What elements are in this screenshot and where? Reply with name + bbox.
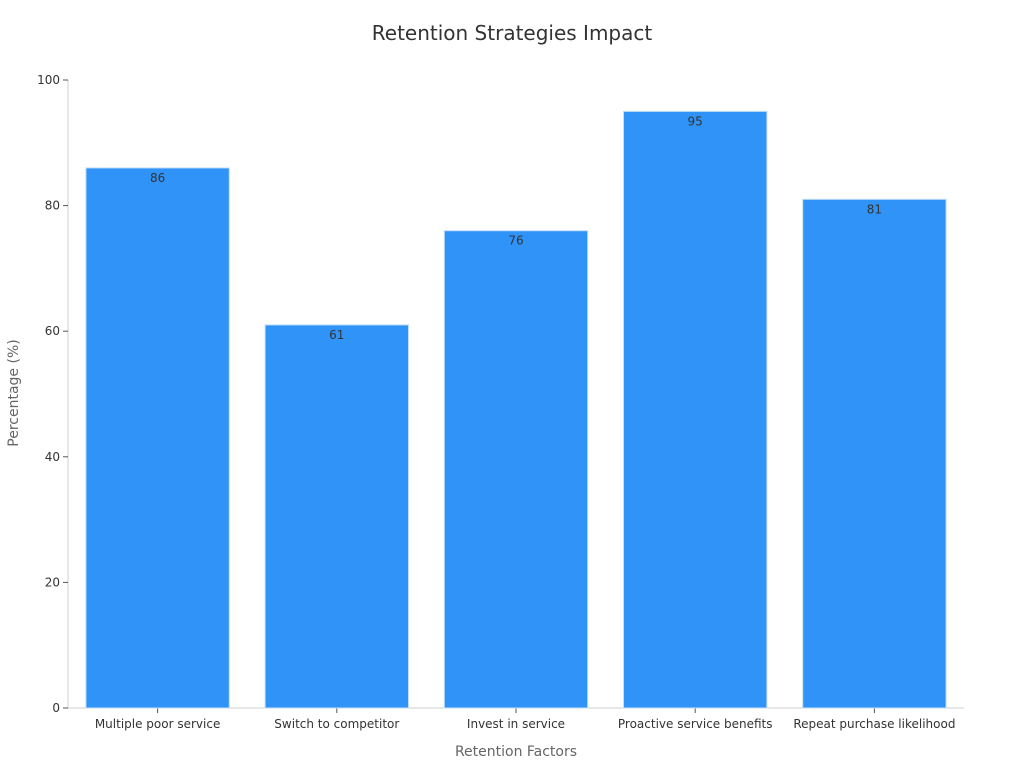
y-tick-label: 20 <box>45 575 60 589</box>
bar-value-label: 61 <box>329 328 344 342</box>
bar <box>802 198 947 709</box>
bar-value-label: 95 <box>688 114 703 128</box>
y-tick-label: 100 <box>37 73 60 87</box>
bar-value-label: 81 <box>867 202 882 216</box>
x-tick-label: Proactive service benefits <box>618 717 773 731</box>
chart-title: Retention Strategies Impact <box>372 21 653 45</box>
x-tick-label: Switch to competitor <box>274 717 399 731</box>
bar <box>443 230 589 709</box>
bars <box>85 110 947 709</box>
bar <box>85 167 230 709</box>
y-tick-label: 60 <box>45 324 60 338</box>
y-tick-label: 0 <box>52 701 60 715</box>
x-axis-title: Retention Factors <box>455 744 577 760</box>
bar-value-label: 76 <box>508 234 523 248</box>
x-tick-label: Invest in service <box>467 717 565 731</box>
y-tick-label: 40 <box>45 450 60 464</box>
y-tick-label: 80 <box>45 199 60 213</box>
data-labels: 86 61 76 95 81 <box>150 114 882 342</box>
axes: 0 20 40 60 80 100 Multiple poor service Switch … <box>37 73 964 731</box>
bar <box>264 324 409 709</box>
bar <box>623 110 768 709</box>
y-axis-title: Percentage (%) <box>6 339 22 446</box>
x-tick-label: Multiple poor service <box>95 717 221 731</box>
bar-value-label: 86 <box>150 171 165 185</box>
x-tick-label: Repeat purchase likelihood <box>793 717 955 731</box>
